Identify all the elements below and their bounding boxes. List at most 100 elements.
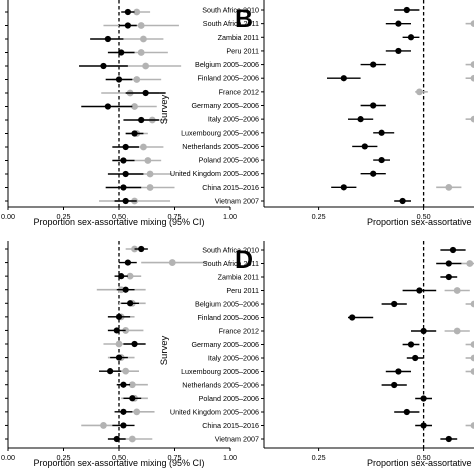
y-tick-label: Vietnam 2007 [215, 435, 259, 444]
data-point [340, 75, 347, 82]
x-tick-label: 0.25 [312, 453, 326, 462]
data-point [140, 35, 147, 43]
y-tick-label: South Africa 2010 [202, 246, 259, 255]
data-point [407, 341, 415, 348]
y-tick-label: Finland 2005–2006 [197, 313, 259, 322]
data-point [470, 368, 474, 375]
data-point [131, 130, 138, 137]
data-point [115, 76, 123, 83]
data-point [470, 300, 474, 308]
x-tick-label: 0.25 [312, 212, 326, 221]
data-point [445, 435, 452, 443]
data-point [133, 76, 141, 83]
data-point [453, 327, 461, 335]
y-tick-label: Belgium 2005–2006 [195, 300, 259, 309]
data-point [124, 22, 131, 29]
data-point [399, 197, 406, 205]
data-point [361, 143, 368, 150]
y-tick-label: Italy 2005–2006 [208, 354, 259, 363]
y-tick-label: United Kingdom 2005–2006 [170, 408, 259, 417]
data-point [470, 61, 474, 68]
y-tick-label: Peru 2011 [226, 46, 259, 55]
data-point [416, 287, 423, 294]
x-tick-label: 0.50 [112, 453, 126, 462]
data-point [395, 368, 402, 375]
y-tick-label: South Africa 2011 [203, 19, 259, 28]
data-point [122, 286, 129, 293]
panel-letter: B [235, 5, 253, 33]
data-point [470, 422, 474, 429]
data-point [142, 62, 150, 70]
y-tick-label: South Africa 2010 [202, 6, 259, 15]
data-point [137, 49, 145, 56]
y-axis-label: Survey [159, 94, 170, 124]
data-point [403, 6, 410, 14]
data-point [107, 368, 114, 375]
x-tick-label: 0.00 [1, 453, 15, 462]
data-point [118, 49, 125, 56]
data-point [412, 354, 419, 362]
x-axis-label: Proportion sex-assortative mixing (95% C… [33, 217, 204, 227]
data-point [127, 300, 134, 307]
panel-letter: D [235, 246, 253, 274]
y-tick-label: Poland 2005–2006 [199, 156, 259, 165]
y-tick-label: Italy 2005–2006 [208, 115, 259, 124]
data-point [128, 435, 136, 443]
data-point [445, 260, 452, 267]
y-tick-label: Luxembourg 2005–2006 [181, 367, 259, 376]
data-point [115, 313, 123, 320]
data-point [403, 408, 410, 416]
x-tick-label: 0.50 [112, 212, 126, 221]
data-point [370, 170, 377, 177]
data-point [124, 259, 131, 266]
data-point [115, 340, 123, 348]
data-point [370, 61, 377, 68]
y-tick-label: Finland 2005–2006 [197, 74, 259, 83]
data-point [129, 395, 136, 402]
x-axis-label: Proportion sex-assortative mixing (95% C… [33, 458, 204, 468]
data-point [120, 408, 127, 415]
x-axis-label: Proportion sex-assortative mixing [367, 458, 474, 468]
y-tick-label: France 2012 [219, 87, 259, 96]
data-point [420, 327, 427, 335]
data-point [340, 184, 347, 191]
data-point [104, 35, 111, 43]
data-point [146, 170, 154, 178]
x-tick-label: 0.50 [417, 453, 431, 462]
panel-2: South Africa 2010 South Africa 2011 Zambia… [159, 0, 474, 227]
data-point [470, 341, 474, 348]
data-point [104, 103, 111, 110]
data-point [138, 116, 145, 124]
x-tick-label: 0.25 [57, 453, 71, 462]
data-point [120, 184, 127, 191]
data-point [420, 422, 427, 429]
data-point [357, 116, 364, 123]
x-tick-label: 1.00 [223, 212, 237, 221]
y-tick-label: France 2012 [219, 327, 259, 336]
data-point [146, 184, 154, 191]
data-point [395, 20, 402, 27]
data-point [124, 8, 131, 16]
data-point [470, 20, 474, 28]
data-point [445, 183, 453, 191]
y-tick-label: Netherlands 2005–2006 [182, 381, 259, 390]
data-point [131, 340, 138, 348]
data-point [100, 62, 107, 70]
x-tick-label: 0.50 [417, 212, 431, 221]
y-tick-label: South Africa 2011 [203, 259, 259, 268]
y-tick-label: Belgium 2005–2006 [195, 60, 259, 69]
panel-1: 0.00 0.25 0.50 0.75 1.00 Proportion sex-assor… [1, 0, 237, 227]
data-point [118, 273, 125, 280]
data-point [100, 422, 107, 429]
panel-3: 0.00 0.25 0.50 0.75 1.00 Proportion sex-assor… [1, 241, 237, 468]
data-point [120, 157, 127, 164]
data-point [142, 89, 149, 97]
data-point [407, 34, 415, 41]
data-point [126, 272, 134, 280]
data-point [416, 88, 423, 96]
data-point [370, 102, 377, 109]
data-point [138, 245, 145, 253]
y-tick-label: United Kingdom 2005–2006 [170, 169, 259, 178]
x-tick-label: 0.00 [1, 212, 15, 221]
